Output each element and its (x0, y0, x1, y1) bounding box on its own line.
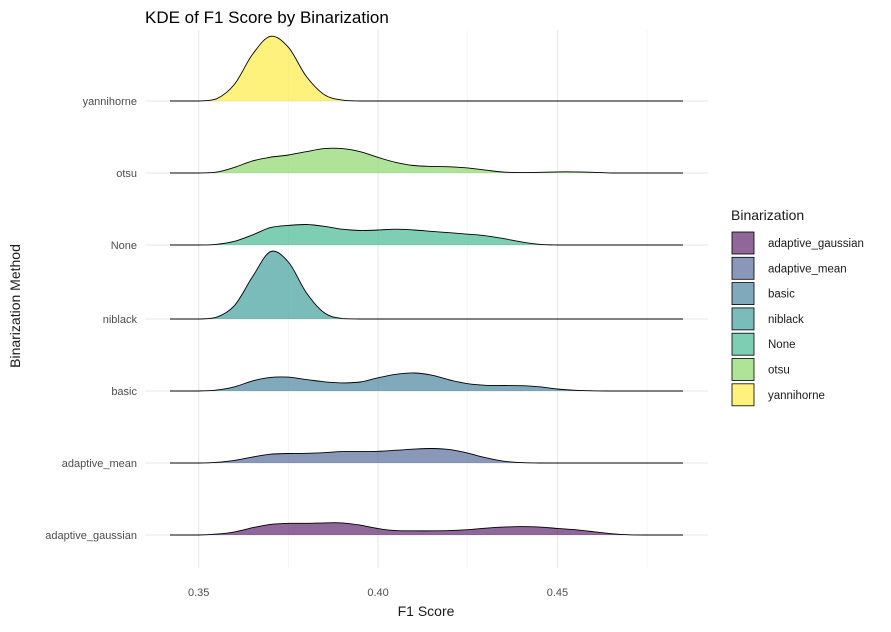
legend-swatch (731, 332, 755, 356)
ridge-outline-niblack (169, 250, 683, 320)
ridge-outline-otsu (170, 147, 683, 174)
ridge-otsu (170, 147, 683, 174)
legend-swatch (731, 231, 755, 255)
ridge-outline-yannihorne (169, 35, 683, 102)
y-tick-label: basic (111, 386, 137, 398)
ridge-outline-basic (170, 372, 683, 392)
legend-label: niblack (768, 314, 804, 326)
ridge-area-basic (170, 372, 683, 391)
ridge-adaptive_mean (170, 448, 683, 464)
y-tick-label: otsu (116, 168, 137, 180)
y-tick-label: yannihorne (83, 96, 137, 108)
ridge-area-otsu (170, 148, 683, 173)
legend-item: basic (731, 282, 795, 306)
legend-swatch (731, 256, 755, 280)
legend-swatch (731, 282, 755, 306)
ridge-adaptive_gaussian (170, 522, 683, 536)
y-tick-label: adaptive_gaussian (45, 530, 137, 542)
legend-label: None (768, 339, 796, 351)
ridge-area-None (170, 224, 683, 245)
grid-layer (145, 30, 708, 568)
x-tick-label: 0.35 (188, 587, 209, 599)
y-tick-label: None (111, 240, 137, 252)
legend-title: Binarization (731, 207, 804, 223)
ridge-niblack (169, 250, 683, 320)
chart-title: KDE of F1 Score by Binarization (145, 8, 389, 27)
legend-item: niblack (731, 307, 804, 331)
legend-swatch (731, 307, 755, 331)
legend-swatch (731, 358, 755, 381)
legend-item: None (731, 332, 796, 356)
ridge-outline-adaptive_mean (170, 448, 683, 464)
legend-label: basic (768, 289, 795, 301)
legend-swatch (731, 383, 755, 407)
ridge-layer (169, 35, 683, 536)
legend-label: otsu (768, 365, 790, 377)
legend-item: adaptive_mean (731, 256, 847, 280)
legend: Binarization adaptive_gaussian adaptive_m… (731, 207, 864, 407)
legend-item: otsu (731, 358, 790, 381)
ridge-area-niblack (170, 251, 683, 319)
x-tick-labels: 0.35 0.40 0.45 (188, 587, 568, 599)
y-tick-label: niblack (103, 314, 138, 326)
legend-item: yannihorne (731, 383, 825, 407)
ridge-yannihorne (169, 35, 683, 102)
legend-label: adaptive_gaussian (768, 238, 864, 250)
ridge-area-yannihorne (170, 36, 683, 101)
x-tick-label: 0.45 (547, 587, 568, 599)
ridge-basic (170, 372, 683, 392)
ridge-outline-None (170, 224, 683, 246)
y-axis-title: Binarization Method (7, 244, 23, 368)
x-tick-label: 0.40 (367, 587, 388, 599)
y-tick-labels: yannihorne otsu None niblack basic adaptive_m… (45, 96, 137, 542)
x-axis-title: F1 Score (398, 603, 455, 619)
ridge-area-adaptive_gaussian (170, 522, 683, 535)
y-tick-label: adaptive_mean (62, 458, 137, 470)
legend-label: adaptive_mean (768, 263, 847, 275)
ridge-outline-adaptive_gaussian (170, 522, 683, 536)
ridge-area-adaptive_mean (170, 448, 683, 463)
legend-label: yannihorne (768, 390, 825, 402)
legend-item: adaptive_gaussian (731, 231, 864, 255)
ridge-None (170, 224, 683, 246)
